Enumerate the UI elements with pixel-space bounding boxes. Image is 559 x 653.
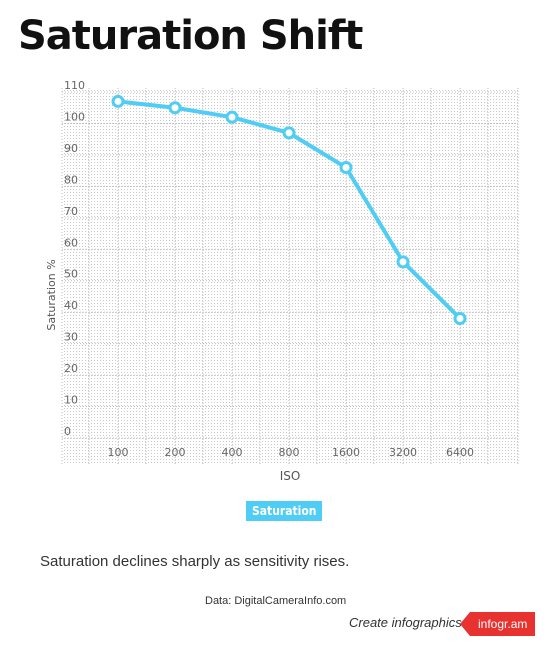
x-tick-label: 400 <box>222 446 243 459</box>
y-tick-label: 90 <box>64 142 78 155</box>
x-axis-label: ISO <box>280 469 301 483</box>
plot-background <box>62 88 518 464</box>
chart-caption: Saturation declines sharply as sensitivi… <box>40 553 350 570</box>
y-tick-label: 80 <box>64 173 78 186</box>
data-point-200[interactable] <box>168 101 182 115</box>
y-tick-label: 50 <box>64 268 78 281</box>
x-tick-label: 800 <box>279 446 300 459</box>
y-tick-label: 100 <box>64 110 85 123</box>
grid-lines <box>61 88 519 464</box>
data-point-1600[interactable] <box>339 160 353 174</box>
x-tick-label: 6400 <box>446 446 474 459</box>
y-tick-label: 30 <box>64 331 78 344</box>
legend-item-saturation[interactable]: Saturation <box>246 501 323 521</box>
data-point-800[interactable] <box>282 126 296 140</box>
x-tick-label: 200 <box>165 446 186 459</box>
data-source: Data: DigitalCameraInfo.com <box>205 595 347 607</box>
y-tick-label: 10 <box>64 394 78 407</box>
data-points <box>111 94 467 325</box>
y-axis-label: Saturation % <box>45 259 58 330</box>
y-tick-label: 0 <box>64 425 71 438</box>
data-point-6400[interactable] <box>453 311 467 325</box>
data-point-400[interactable] <box>225 110 239 124</box>
y-tick-labels: 0 10 20 30 40 50 60 70 80 90 100 110 <box>64 80 85 438</box>
create-infographics-link[interactable]: Create infographics <box>349 615 462 630</box>
x-tick-label: 3200 <box>389 446 417 459</box>
x-tick-label: 1600 <box>332 446 360 459</box>
y-tick-label: 70 <box>64 205 78 218</box>
chart-title: Saturation Shift <box>18 13 363 59</box>
y-tick-label: 40 <box>64 299 78 312</box>
y-tick-label: 110 <box>64 80 85 92</box>
data-point-3200[interactable] <box>396 255 410 269</box>
data-point-100[interactable] <box>111 94 125 108</box>
y-tick-label: 20 <box>64 362 78 375</box>
y-tick-label: 60 <box>64 236 78 249</box>
infogram-logo[interactable]: infogr.am <box>459 612 536 636</box>
line-chart: 0 10 20 30 40 50 60 70 80 90 100 110 100 200 400 800 16… <box>45 80 519 483</box>
x-tick-labels: 100 200 400 800 1600 3200 6400 <box>108 446 475 459</box>
x-tick-label: 100 <box>108 446 129 459</box>
